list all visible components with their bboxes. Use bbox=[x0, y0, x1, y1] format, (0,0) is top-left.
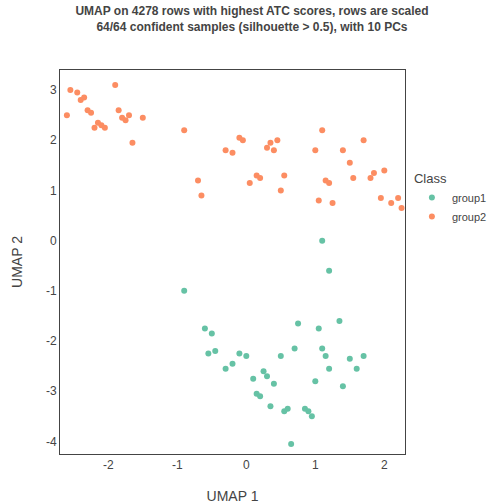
svg-text:-1: -1 bbox=[46, 284, 57, 298]
svg-text:UMAP 1: UMAP 1 bbox=[207, 488, 259, 504]
svg-text:Class: Class bbox=[414, 171, 447, 186]
svg-text:group2: group2 bbox=[452, 211, 486, 223]
svg-text:1: 1 bbox=[312, 458, 319, 472]
svg-text:2: 2 bbox=[50, 133, 57, 147]
svg-text:group1: group1 bbox=[452, 192, 486, 204]
svg-text:UMAP on 4278 rows with highest: UMAP on 4278 rows with highest ATC score… bbox=[75, 4, 428, 34]
svg-text:2: 2 bbox=[381, 458, 388, 472]
svg-text:-4: -4 bbox=[46, 435, 57, 449]
svg-text:-1: -1 bbox=[172, 458, 183, 472]
svg-text:-2: -2 bbox=[46, 334, 57, 348]
svg-text:1: 1 bbox=[50, 184, 57, 198]
svg-text:-2: -2 bbox=[103, 458, 114, 472]
svg-text:0: 0 bbox=[243, 458, 250, 472]
svg-text:-3: -3 bbox=[46, 384, 57, 398]
svg-text:UMAP 2: UMAP 2 bbox=[9, 236, 25, 288]
svg-text:3: 3 bbox=[50, 83, 57, 97]
svg-text:0: 0 bbox=[50, 234, 57, 248]
